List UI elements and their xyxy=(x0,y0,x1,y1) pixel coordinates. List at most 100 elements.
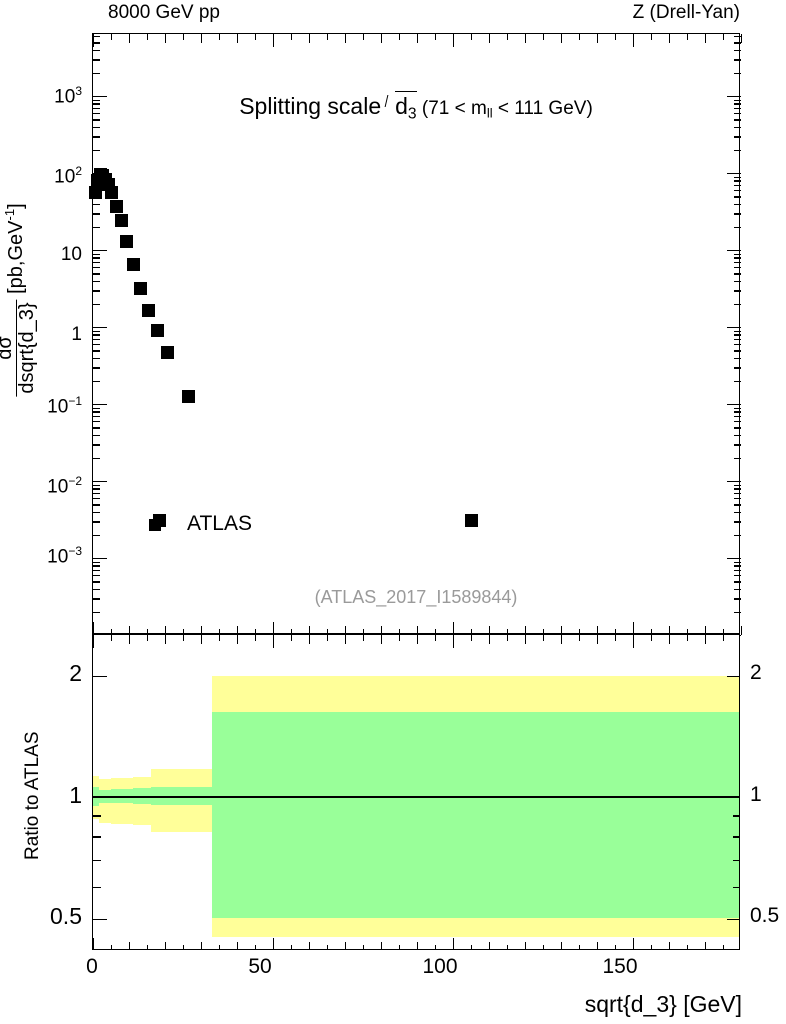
title-cut-close: < 111 GeV) xyxy=(492,98,593,119)
axis-tick xyxy=(291,629,293,635)
axis-tick xyxy=(237,942,239,949)
axis-tick xyxy=(93,488,100,490)
axis-tick xyxy=(273,622,275,635)
ratio-plot-frame xyxy=(92,634,740,950)
axis-tick xyxy=(291,945,293,949)
axis-tick xyxy=(291,34,293,40)
axis-tick xyxy=(705,626,707,635)
axis-tick xyxy=(219,629,221,635)
axis-tick xyxy=(723,629,725,635)
axis-tick xyxy=(734,226,741,229)
axis-tick xyxy=(93,581,100,583)
y-axis-unit-close: ] xyxy=(4,203,27,209)
axis-tick xyxy=(417,34,419,43)
ratio-y-tick-2-left: 2 xyxy=(69,660,82,686)
axis-tick xyxy=(633,34,635,47)
axis-tick xyxy=(453,622,455,635)
axis-tick xyxy=(93,136,100,138)
axis-tick xyxy=(363,34,365,40)
axis-tick xyxy=(734,611,741,614)
axis-tick xyxy=(734,196,741,198)
axis-tick xyxy=(733,859,739,861)
main-plot-frame: Splitting scale d3 (71 < mll < 111 GeV) A… xyxy=(88,33,743,637)
axis-tick xyxy=(399,945,401,949)
axis-tick xyxy=(381,942,383,949)
axis-tick xyxy=(93,558,107,560)
axis-tick xyxy=(723,34,725,40)
axis-tick xyxy=(727,918,739,920)
axis-tick xyxy=(93,815,101,817)
axis-tick xyxy=(734,42,741,44)
axis-tick xyxy=(734,367,741,369)
axis-tick xyxy=(93,421,100,423)
axis-tick xyxy=(93,565,100,567)
axis-tick xyxy=(543,629,545,635)
axis-tick xyxy=(561,626,563,635)
axis-tick xyxy=(435,629,437,635)
axis-tick xyxy=(93,561,100,563)
axis-tick xyxy=(727,96,741,98)
data-point-marker xyxy=(151,324,165,338)
axis-tick xyxy=(255,629,257,635)
axis-tick xyxy=(727,173,741,175)
axis-tick xyxy=(147,635,149,641)
axis-tick xyxy=(381,626,383,635)
axis-tick xyxy=(93,404,107,406)
axis-tick xyxy=(734,103,741,105)
axis-tick xyxy=(489,626,491,635)
axis-tick xyxy=(183,34,185,40)
axis-tick xyxy=(734,504,741,506)
axis-tick xyxy=(399,635,401,641)
axis-tick xyxy=(147,34,149,40)
axis-tick xyxy=(734,180,741,182)
axis-tick xyxy=(734,303,741,306)
axis-tick xyxy=(615,34,617,40)
axis-tick xyxy=(93,126,100,129)
axis-tick xyxy=(507,34,509,40)
y-axis-denominator: dsqrt{d_3} xyxy=(16,299,38,397)
ratio-y-tick-1-right: 1 xyxy=(750,783,762,806)
axis-tick xyxy=(327,635,329,641)
axis-tick xyxy=(734,136,741,138)
axis-tick xyxy=(93,415,100,418)
axis-tick xyxy=(93,327,107,329)
header-beam-label: 8000 GeV pp xyxy=(108,2,220,23)
axis-tick xyxy=(734,421,741,423)
axis-tick xyxy=(399,34,401,40)
axis-tick xyxy=(111,635,113,641)
axis-tick xyxy=(597,635,599,644)
axis-tick xyxy=(309,942,311,949)
y-tick-1: 1 xyxy=(71,324,82,345)
axis-tick xyxy=(93,938,95,949)
x-tick-150: 150 xyxy=(602,955,638,978)
band-segment xyxy=(211,712,739,919)
axis-tick xyxy=(381,635,383,644)
axis-tick xyxy=(93,481,107,483)
axis-tick xyxy=(734,565,741,567)
axis-tick xyxy=(201,635,203,644)
axis-tick xyxy=(93,598,100,600)
axis-tick xyxy=(734,427,741,429)
axis-tick xyxy=(93,261,100,264)
axis-tick xyxy=(93,273,100,275)
axis-tick xyxy=(363,945,365,949)
sqrt-subscript: 3 xyxy=(407,105,417,123)
axis-tick xyxy=(93,190,100,192)
axis-tick xyxy=(734,107,741,110)
ratio-y-tick-0.5-right: 0.5 xyxy=(750,904,780,927)
axis-tick xyxy=(93,575,100,577)
ratio-y-tick-1-left: 1 xyxy=(69,782,82,808)
axis-tick xyxy=(734,457,741,460)
axis-tick xyxy=(417,626,419,635)
axis-tick xyxy=(93,836,101,838)
axis-tick xyxy=(734,253,741,255)
axis-tick xyxy=(255,34,257,40)
axis-tick xyxy=(543,34,545,40)
axis-tick xyxy=(734,176,741,178)
axis-tick xyxy=(111,629,113,635)
axis-tick xyxy=(727,404,741,406)
axis-tick xyxy=(651,629,653,635)
y-tick-10: 10 xyxy=(60,244,82,265)
axis-tick xyxy=(734,498,741,500)
axis-tick xyxy=(93,253,100,255)
